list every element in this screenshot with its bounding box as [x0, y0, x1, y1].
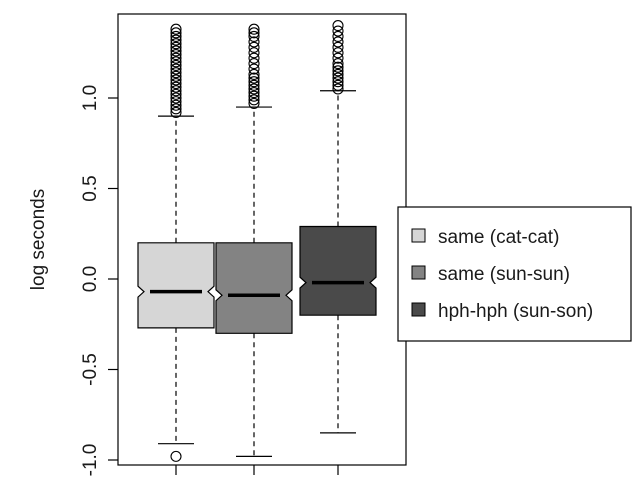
outlier-point [332, 61, 344, 73]
outlier-point [170, 27, 182, 39]
outlier-point [170, 92, 182, 104]
outlier-point [332, 83, 344, 95]
outlier-point [332, 72, 344, 84]
outlier-point [170, 96, 182, 108]
outlier-point [248, 79, 260, 91]
outlier-point [248, 68, 260, 81]
outlier-point [248, 83, 260, 95]
legend-box [397, 206, 632, 342]
outlier-point [170, 45, 182, 57]
outlier-point [248, 76, 260, 88]
box-1 [137, 23, 215, 462]
outlier-point [332, 58, 344, 70]
legend-item: hph-hph (sun-son) [411, 301, 593, 322]
outlier-point [332, 36, 344, 48]
outlier-point [332, 52, 344, 64]
outlier-point [170, 74, 182, 86]
outlier-point [170, 49, 182, 61]
outlier-point [332, 30, 344, 43]
outlier-point [248, 94, 260, 106]
outlier-point [170, 99, 182, 111]
y-tick-label: 1.0 [80, 85, 101, 111]
outlier-point [170, 59, 182, 71]
y-tick-label: 0.5 [80, 175, 101, 201]
outlier-point [170, 38, 182, 50]
legend-swatch [411, 228, 426, 243]
outlier-point [170, 34, 182, 46]
outlier-point [332, 65, 344, 77]
outlier-point [248, 63, 260, 75]
box-2 [215, 23, 293, 457]
outlier-point [332, 41, 344, 53]
outlier-point [170, 63, 182, 75]
legend-label: hph-hph (sun-son) [438, 301, 593, 322]
outlier-point [170, 106, 182, 119]
outlier-point [170, 450, 182, 462]
y-axis: -1.0 -0.5 0.0 0.5 1.0 [80, 85, 339, 477]
outlier-point [332, 76, 344, 88]
outlier-point [248, 52, 260, 64]
outlier-point [332, 25, 344, 37]
box-body [137, 242, 215, 329]
outlier-point [170, 70, 182, 82]
outlier-point [248, 90, 260, 102]
outlier-point [332, 79, 344, 91]
legend-item: same (cat-cat) [411, 227, 559, 248]
outlier-point [248, 97, 260, 109]
legend-item: same (sun-sun) [411, 264, 570, 285]
outlier-point [248, 27, 260, 39]
box-3 [299, 20, 377, 434]
outlier-point [170, 67, 182, 79]
outlier-point [248, 23, 260, 35]
outlier-point [332, 20, 344, 32]
outlier-point [332, 68, 344, 81]
legend-swatch [411, 265, 426, 280]
y-tick-label: -1.0 [80, 444, 101, 477]
y-tick-label: 0.0 [80, 266, 101, 292]
outlier-point [170, 85, 182, 97]
legend-swatch [411, 302, 426, 317]
outlier-point [248, 87, 260, 99]
outlier-point [248, 41, 260, 53]
box-body [215, 242, 293, 334]
legend: same (cat-cat) same (sun-sun) hph-hph (sun… [397, 206, 632, 342]
outlier-point [248, 72, 260, 84]
plot-area [117, 13, 407, 466]
outlier-point [170, 52, 182, 64]
outlier-point [170, 30, 182, 43]
outlier-point [170, 77, 182, 90]
outlier-point [248, 30, 260, 43]
legend-label: same (cat-cat) [438, 227, 559, 248]
outlier-point [170, 88, 182, 100]
outlier-point [170, 41, 182, 53]
outlier-point [248, 36, 260, 48]
y-axis-label: log seconds [28, 189, 49, 290]
outlier-point [170, 23, 182, 35]
box-body [299, 225, 377, 316]
outlier-point [332, 47, 344, 59]
outlier-point [170, 103, 182, 115]
y-tick-label: -0.5 [80, 353, 101, 386]
outlier-point [170, 56, 182, 68]
outlier-point [248, 47, 260, 59]
outlier-point [248, 58, 260, 70]
outlier-point [170, 81, 182, 93]
legend-label: same (sun-sun) [438, 264, 570, 285]
